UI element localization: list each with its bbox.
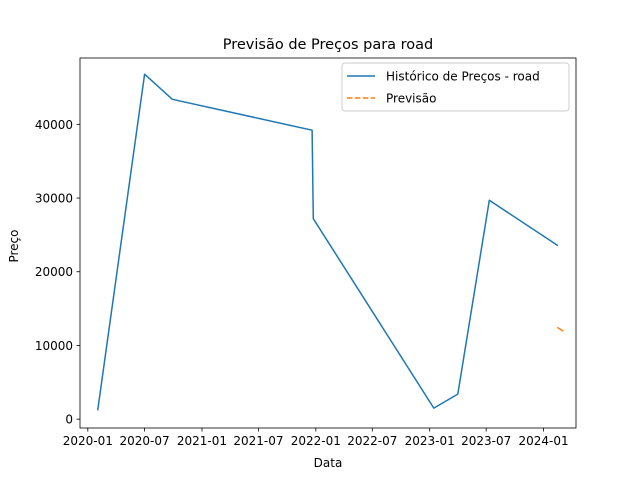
y-tick-label: 10000 <box>35 339 73 353</box>
legend-forecast-label: Previsão <box>386 92 436 106</box>
x-tick-label: 2020-07 <box>120 434 170 448</box>
y-tick-label: 30000 <box>35 192 73 206</box>
y-tick-label: 0 <box>65 413 73 427</box>
legend-box <box>341 62 570 112</box>
history-series-line <box>96 73 559 411</box>
y-axis-label: Preço <box>7 229 21 262</box>
x-tick-label: 2022-07 <box>347 434 397 448</box>
x-tick-label: 2024-01 <box>518 434 568 448</box>
x-axis-label: Data <box>314 456 343 470</box>
chart-title: Previsão de Preços para road <box>223 37 434 53</box>
x-tick-label: 2021-07 <box>233 434 283 448</box>
y-tick-label: 40000 <box>35 118 73 132</box>
x-tick-label: 2023-07 <box>461 434 511 448</box>
forecast-series-line <box>556 326 564 332</box>
x-tick-label: 2023-01 <box>405 434 455 448</box>
y-tick-label: 20000 <box>35 265 73 279</box>
x-tick-label: 2020-01 <box>63 434 113 448</box>
axes-frame <box>79 57 577 429</box>
legend-history-label: Histórico de Preços - road <box>386 70 540 84</box>
x-tick-label: 2021-01 <box>177 434 227 448</box>
plot-area: 2020-01 2020-07 2021-01 2021-07 2022-01 2022-… <box>35 57 577 448</box>
legend: Histórico de Preços - road Previsão <box>341 62 570 112</box>
x-tick-label: 2022-01 <box>291 434 341 448</box>
